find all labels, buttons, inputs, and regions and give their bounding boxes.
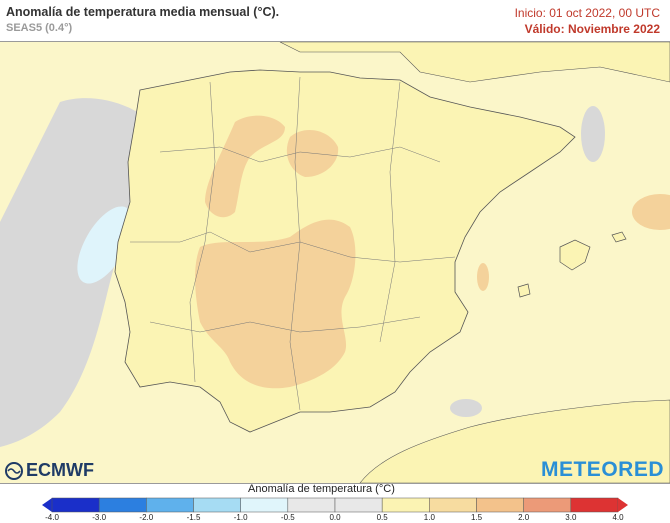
colorbar-segment bbox=[523, 497, 572, 513]
color-scale-bar bbox=[42, 497, 628, 513]
colorbar-segment bbox=[476, 497, 524, 513]
north-africa-land bbox=[359, 399, 670, 484]
colorbar-tick-label: -3.0 bbox=[92, 513, 107, 522]
colorbar-tick-label: 3.0 bbox=[565, 513, 577, 522]
ibiza bbox=[517, 283, 531, 298]
colorbar-tick-label: 0.5 bbox=[376, 513, 388, 522]
colorbar-tick-label: -2.0 bbox=[139, 513, 154, 522]
gray-patch-gulf bbox=[581, 106, 605, 162]
warm-anomaly-central bbox=[195, 219, 356, 389]
model-subtitle: SEAS5 (0.4°) bbox=[6, 22, 73, 34]
colorbar-segment bbox=[193, 497, 241, 513]
colorbar-segment bbox=[334, 497, 383, 513]
map-canvas bbox=[0, 41, 670, 484]
legend-title: Anomalía de temperatura (°C) bbox=[248, 483, 395, 495]
colorbar-tick-label: 2.0 bbox=[518, 513, 530, 522]
warm-anomaly-east bbox=[477, 263, 489, 291]
colorbar-tick-label: -1.0 bbox=[233, 513, 248, 522]
colorbar-tick-label: -0.5 bbox=[280, 513, 295, 522]
map-title: Anomalía de temperatura media mensual (°… bbox=[6, 5, 280, 19]
colorbar-segment bbox=[51, 497, 100, 513]
ecmwf-logo: ECMWF bbox=[5, 460, 94, 481]
france-land bbox=[279, 41, 670, 83]
colorbar-tick-label: 1.0 bbox=[423, 513, 435, 522]
colorbar-segment bbox=[381, 497, 430, 513]
color-scale-ticks: -4.0 -3.0 -2.0 -1.5 -1.0 -0.5 0.0 0.5 1.0 1.5 2.0 3… bbox=[0, 513, 670, 523]
gray-patch-alboran bbox=[450, 399, 482, 417]
meteored-logo: METEORED bbox=[540, 458, 664, 481]
menorca bbox=[611, 231, 627, 243]
colorbar-tick-label: 1.5 bbox=[470, 513, 483, 522]
colorbar-segment bbox=[240, 497, 289, 513]
colorbar-segment bbox=[98, 497, 147, 513]
colorbar-tick-label: 4.0 bbox=[612, 513, 624, 522]
valid-period: Válido: Noviembre 2022 bbox=[524, 22, 660, 36]
colorbar-tick-label: 0.0 bbox=[329, 513, 341, 522]
region-borders bbox=[130, 76, 456, 411]
cool-anomaly-blob bbox=[77, 206, 133, 284]
atlantic-neutral-zone bbox=[0, 98, 150, 447]
colorbar-segment bbox=[146, 497, 194, 513]
colorbar-segment bbox=[287, 497, 336, 513]
ecmwf-text: ECMWF bbox=[26, 460, 94, 480]
anomaly-map bbox=[0, 41, 670, 484]
warm-anomaly-sardinia-edge bbox=[632, 194, 670, 230]
colorbar-segment bbox=[570, 497, 619, 513]
colorbar-tick-label: -4.0 bbox=[45, 513, 59, 522]
mallorca bbox=[559, 239, 591, 271]
colorbar-tick-label: -1.5 bbox=[186, 513, 201, 522]
colorbar-segment bbox=[429, 497, 477, 513]
ecmwf-symbol-icon bbox=[5, 461, 23, 480]
colorbar-arrow-high bbox=[618, 498, 628, 512]
init-time: Inicio: 01 oct 2022, 00 UTC bbox=[514, 6, 660, 20]
colorbar-arrow-low bbox=[42, 498, 52, 512]
warm-anomaly-northwest bbox=[205, 115, 285, 218]
